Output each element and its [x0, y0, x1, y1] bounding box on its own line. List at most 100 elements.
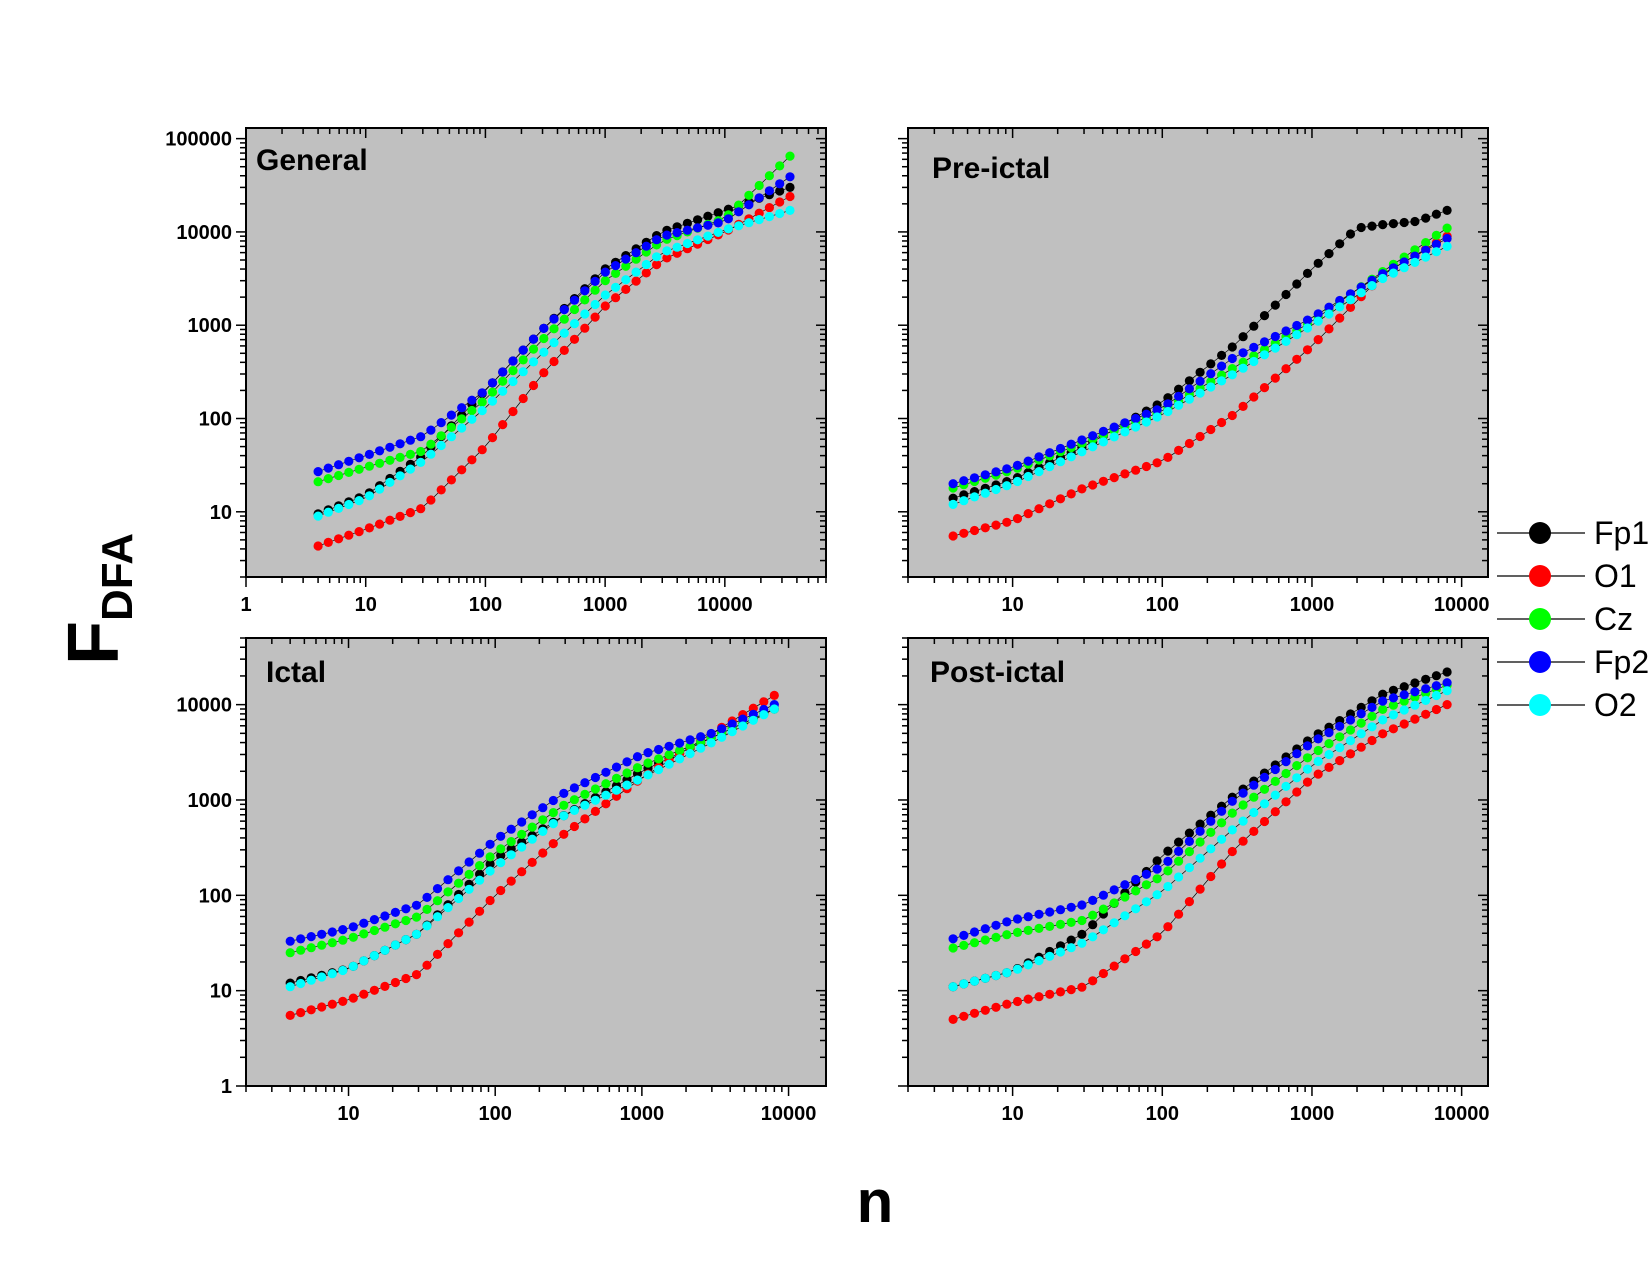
- data-point: [334, 503, 344, 513]
- data-point: [380, 911, 390, 921]
- data-point: [1356, 288, 1366, 298]
- data-point: [1281, 757, 1291, 767]
- data-point: [354, 527, 364, 537]
- data-point: [1410, 245, 1420, 255]
- x-tick-label: 1000: [1290, 594, 1335, 616]
- panel-title: Pre-ictal: [932, 152, 1050, 185]
- data-point: [1088, 910, 1098, 920]
- data-point: [539, 333, 549, 344]
- data-point: [1109, 961, 1119, 971]
- data-point: [580, 295, 590, 305]
- plot-frame: [907, 637, 1489, 1087]
- data-point: [1227, 410, 1237, 421]
- data-point: [1023, 471, 1033, 482]
- data-point: [464, 884, 474, 894]
- x-axis-title: n: [857, 1168, 894, 1235]
- data-point: [375, 458, 385, 468]
- data-point: [538, 848, 548, 858]
- data-point: [1270, 373, 1280, 383]
- data-point: [1238, 401, 1248, 411]
- data-point: [632, 763, 643, 773]
- data-point: [1055, 987, 1066, 997]
- data-point: [948, 479, 958, 489]
- data-point: [734, 200, 744, 210]
- data-point: [600, 267, 610, 277]
- data-point: [443, 875, 453, 885]
- data-point: [285, 1010, 295, 1021]
- data-point: [1324, 762, 1334, 773]
- data-point: [518, 345, 528, 355]
- x-tick-label: 10: [1001, 1103, 1023, 1125]
- data-point: [1345, 749, 1356, 759]
- data-point: [395, 452, 405, 462]
- data-point: [1002, 917, 1012, 927]
- data-point: [969, 473, 980, 483]
- y-tick-label: 1: [221, 1076, 232, 1098]
- data-point: [775, 186, 785, 196]
- data-point: [1163, 856, 1173, 867]
- data-point: [1324, 749, 1334, 760]
- data-point: [1356, 742, 1366, 752]
- data-point: [611, 293, 621, 303]
- data-point: [317, 1002, 327, 1012]
- data-point: [1045, 951, 1055, 961]
- data-point: [485, 839, 495, 849]
- data-point: [1238, 788, 1248, 798]
- data-point: [672, 228, 682, 238]
- data-point: [1206, 369, 1216, 379]
- data-point: [662, 230, 672, 240]
- data-point: [621, 284, 631, 294]
- data-point: [1259, 816, 1270, 827]
- data-point: [1238, 332, 1248, 342]
- data-point: [1055, 905, 1066, 915]
- plot-area: [908, 128, 1488, 577]
- data-point: [1313, 734, 1323, 744]
- data-point: [696, 743, 706, 753]
- data-point: [539, 368, 549, 378]
- data-point: [1249, 356, 1259, 367]
- data-point: [706, 738, 716, 748]
- data-point: [538, 815, 548, 825]
- data-point: [1066, 489, 1076, 499]
- y-axis-title-sub: DFA: [93, 533, 142, 621]
- data-point: [1356, 729, 1366, 739]
- data-point: [1055, 457, 1066, 467]
- data-point: [1034, 452, 1044, 462]
- data-point: [475, 861, 485, 871]
- data-point: [344, 456, 354, 466]
- data-point: [611, 785, 622, 795]
- data-point: [1313, 309, 1323, 319]
- data-point: [436, 431, 446, 441]
- data-point: [426, 425, 436, 435]
- data-point: [1335, 239, 1345, 249]
- data-point: [1195, 431, 1205, 442]
- data-point: [1195, 376, 1205, 386]
- data-point: [549, 314, 559, 324]
- data-point: [600, 301, 610, 311]
- data-point: [334, 534, 344, 544]
- data-point: [959, 528, 969, 538]
- data-point: [306, 932, 316, 942]
- data-point: [528, 357, 539, 367]
- data-point: [1388, 219, 1398, 229]
- data-point: [327, 969, 337, 979]
- data-point: [734, 207, 744, 217]
- data-point: [457, 414, 467, 424]
- data-point: [1421, 695, 1431, 706]
- data-point: [1356, 718, 1366, 728]
- data-point: [422, 904, 432, 915]
- data-point: [1120, 469, 1130, 479]
- data-point: [1378, 715, 1388, 725]
- data-point: [327, 927, 337, 937]
- data-point: [948, 1014, 958, 1024]
- data-point: [390, 919, 400, 929]
- data-point: [621, 261, 631, 271]
- data-point: [1367, 722, 1377, 732]
- data-point: [664, 741, 674, 751]
- data-point: [682, 238, 693, 249]
- data-point: [527, 810, 537, 820]
- data-point: [426, 439, 436, 449]
- x-tick-label: 1000: [1290, 1103, 1335, 1125]
- data-point: [1141, 409, 1151, 419]
- data-point: [496, 831, 506, 841]
